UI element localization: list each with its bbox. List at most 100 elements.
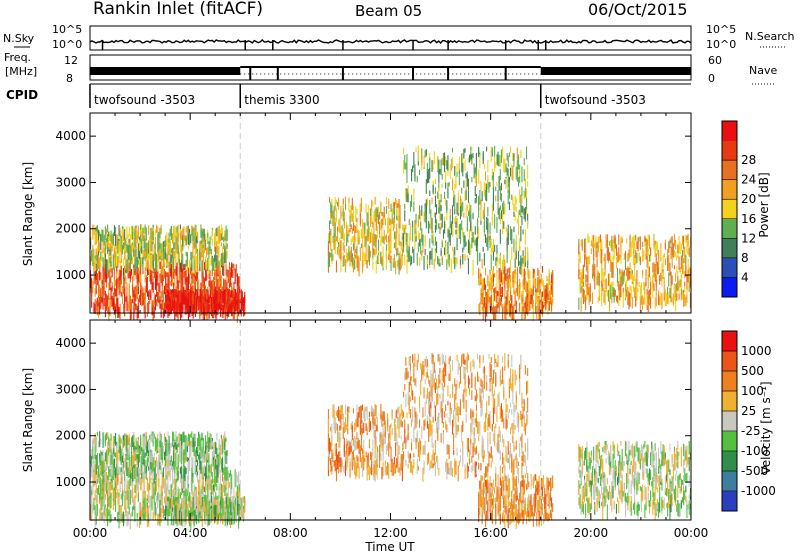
heatmap-cell bbox=[430, 220, 432, 230]
heatmap-cell bbox=[465, 186, 467, 201]
heatmap-cell bbox=[121, 244, 123, 255]
heatmap-cell bbox=[437, 256, 439, 265]
heatmap-cell bbox=[196, 305, 198, 313]
heatmap-cell bbox=[494, 145, 496, 157]
heatmap-cell bbox=[610, 284, 612, 300]
heatmap-cell bbox=[433, 258, 435, 270]
heatmap-cell bbox=[511, 307, 513, 321]
heatmap-cell bbox=[645, 269, 647, 277]
heatmap-cell bbox=[166, 260, 168, 266]
heatmap-cell bbox=[581, 275, 583, 283]
heatmap-cell bbox=[483, 230, 485, 237]
heatmap-cell bbox=[454, 184, 456, 190]
heatmap-cell bbox=[582, 281, 584, 287]
heatmap-cell bbox=[113, 301, 115, 315]
heatmap-cell bbox=[220, 224, 222, 237]
heatmap-cell bbox=[391, 208, 393, 224]
heatmap-cell bbox=[475, 154, 477, 169]
heatmap-cell bbox=[152, 485, 154, 498]
heatmap-cell bbox=[470, 146, 472, 151]
heatmap-cell bbox=[458, 156, 460, 171]
heatmap-cell bbox=[551, 301, 553, 311]
heatmap-cell bbox=[116, 298, 118, 308]
heatmap-cell bbox=[217, 279, 219, 295]
heatmap-cell bbox=[176, 467, 178, 476]
heatmap-cell bbox=[652, 282, 654, 298]
heatmap-cell bbox=[162, 505, 164, 518]
heatmap-cell bbox=[619, 284, 621, 301]
heatmap-cell bbox=[102, 484, 104, 489]
heatmap-cell bbox=[431, 159, 433, 172]
heatmap-cell bbox=[154, 236, 156, 252]
heatmap-cell bbox=[177, 442, 179, 448]
heatmap-cell bbox=[679, 241, 681, 254]
heatmap-cell bbox=[113, 248, 115, 259]
heatmap-cell bbox=[212, 282, 214, 296]
heatmap-cell bbox=[173, 479, 175, 484]
heatmap-cell bbox=[503, 200, 505, 212]
heatmap-cell bbox=[116, 292, 118, 302]
heatmap-cell bbox=[128, 296, 130, 311]
heatmap-cell bbox=[488, 236, 490, 242]
heatmap-cell bbox=[507, 232, 509, 245]
heatmap-cell bbox=[611, 290, 613, 304]
heatmap-cell bbox=[214, 232, 216, 240]
heatmap-cell bbox=[100, 497, 102, 514]
heatmap-cell bbox=[466, 227, 468, 232]
heatmap-cell bbox=[175, 227, 177, 237]
heatmap-cell bbox=[210, 248, 212, 254]
heatmap-cell bbox=[129, 514, 131, 528]
heatmap-cell bbox=[338, 197, 340, 210]
heatmap-cell bbox=[530, 287, 532, 295]
heatmap-cell bbox=[494, 287, 496, 301]
heatmap-cell bbox=[228, 269, 230, 286]
heatmap-cell bbox=[140, 242, 142, 249]
heatmap-cell bbox=[170, 483, 172, 499]
heatmap-cell bbox=[159, 502, 161, 517]
heatmap-cell bbox=[652, 277, 654, 288]
heatmap-cell bbox=[92, 472, 94, 479]
heatmap-cell bbox=[510, 274, 512, 283]
y-tick-label: 3000 bbox=[55, 175, 86, 189]
heatmap-cell bbox=[634, 266, 636, 281]
heatmap-cell bbox=[372, 222, 374, 228]
heatmap-cell bbox=[467, 178, 469, 191]
heatmap-cell bbox=[138, 502, 140, 515]
heatmap-cell bbox=[141, 478, 143, 485]
heatmap-cell bbox=[174, 290, 176, 301]
heatmap-cell bbox=[173, 257, 175, 273]
heatmap-cell bbox=[159, 261, 161, 269]
heatmap-cell bbox=[169, 289, 171, 298]
heatmap-cell bbox=[115, 280, 117, 287]
heatmap-cell bbox=[126, 484, 128, 501]
heatmap-cell bbox=[622, 272, 624, 285]
heatmap-cell bbox=[134, 506, 136, 522]
heatmap-cell bbox=[109, 268, 111, 282]
heatmap-cell bbox=[165, 455, 167, 466]
heatmap-cell bbox=[164, 451, 166, 461]
heatmap-cell bbox=[524, 246, 526, 263]
heatmap-cell bbox=[119, 446, 121, 461]
heatmap-cell bbox=[206, 260, 208, 270]
heatmap-cell bbox=[95, 226, 97, 232]
heatmap-cell bbox=[118, 512, 120, 529]
heatmap-cell bbox=[473, 236, 475, 246]
heatmap-cell bbox=[208, 280, 210, 287]
heatmap-cell bbox=[126, 456, 128, 461]
heatmap-cell bbox=[225, 229, 227, 241]
heatmap-cell bbox=[620, 287, 622, 298]
heatmap-cell bbox=[431, 197, 433, 205]
heatmap-cell bbox=[126, 478, 128, 487]
heatmap-cell bbox=[424, 248, 426, 256]
heatmap-cell bbox=[434, 212, 436, 224]
heatmap-cell bbox=[606, 290, 608, 297]
heatmap-cell bbox=[401, 239, 403, 254]
heatmap-cell bbox=[456, 163, 458, 177]
heatmap-cell bbox=[112, 464, 114, 480]
heatmap-cell bbox=[161, 284, 163, 299]
heatmap-cell bbox=[203, 279, 205, 296]
heatmap-cell bbox=[119, 260, 121, 271]
heatmap-cell bbox=[452, 246, 454, 251]
heatmap-cell bbox=[596, 275, 598, 286]
